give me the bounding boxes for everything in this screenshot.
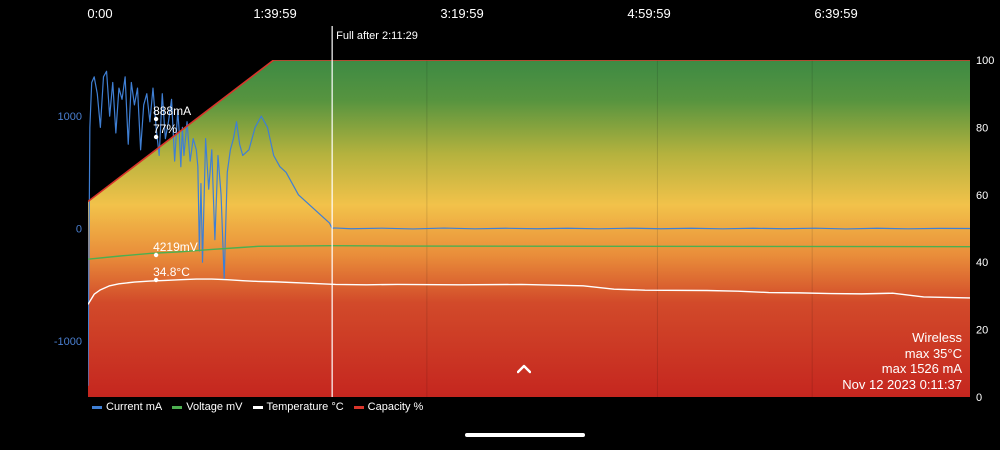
annotation-label: 888mA <box>153 104 191 118</box>
y-left-axis-ticks: 1000 0 -1000 <box>54 111 82 348</box>
legend-swatch-temperature <box>252 405 263 409</box>
legend-label-temperature: Temperature °C <box>266 401 344 413</box>
y-right-tick-label: 0 <box>976 392 982 404</box>
y-right-tick-label: 40 <box>976 257 988 269</box>
y-right-tick-label: 100 <box>976 55 994 67</box>
legend-item-current: Current mA <box>92 401 162 413</box>
annotation-dot <box>153 134 159 140</box>
charge-type: Wireless <box>912 330 962 345</box>
annotation-label: 77% <box>153 122 177 136</box>
y-right-tick-label: 60 <box>976 190 988 202</box>
annotation-label: 34.8°C <box>153 265 190 279</box>
legend-swatch-current <box>92 405 102 409</box>
expand-button[interactable] <box>513 358 535 380</box>
timestamp: Nov 12 2023 0:11:37 <box>842 376 962 392</box>
legend-item-capacity: Capacity % <box>353 401 424 413</box>
x-tick-label: 3:19:59 <box>440 6 483 21</box>
max-current: max 1526 mA <box>881 361 962 376</box>
x-tick-label: 6:39:59 <box>814 6 857 21</box>
chevron-up-icon <box>517 364 531 374</box>
y-left-tick-label: 0 <box>76 224 82 236</box>
legend-swatch-capacity <box>353 405 364 409</box>
series-line-temperature <box>88 278 970 305</box>
y-left-tick-label: -1000 <box>54 336 82 348</box>
full-marker-label: Full after 2:11:29 <box>336 30 418 42</box>
x-tick-label: 1:39:59 <box>253 6 296 21</box>
legend-label-capacity: Capacity % <box>367 401 424 413</box>
charge-info: Wireless max 35°C max 1526 mA Nov 12 202… <box>842 330 962 392</box>
y-left-tick-label: 1000 <box>58 111 82 123</box>
y-right-tick-label: 20 <box>976 325 988 337</box>
point-annotations: 888mA 77% 4219mV 34.8°C <box>153 104 198 283</box>
max-temperature: max 35°C <box>904 345 962 361</box>
full-marker: Full after 2:11:29 <box>331 26 418 397</box>
x-axis-ticks: 0:00 1:39:59 3:19:59 4:59:59 6:39:59 <box>87 6 857 21</box>
series-line-current <box>88 70 970 386</box>
annotation-label: 4219mV <box>153 240 198 254</box>
x-tick-label: 0:00 <box>87 6 112 21</box>
legend-item-temperature: Temperature °C <box>252 401 344 413</box>
y-right-axis-ticks: 100 80 60 40 20 0 <box>976 55 994 404</box>
legend-label-voltage: Voltage mV <box>186 401 243 413</box>
series-line-capacity <box>88 60 970 203</box>
legend: Current mA Voltage mV Temperature °C Cap… <box>92 401 423 413</box>
x-tick-label: 4:59:59 <box>627 6 670 21</box>
annotation-dot <box>153 252 159 258</box>
series-line-voltage <box>88 244 970 260</box>
annotation-dot <box>153 277 159 283</box>
y-right-tick-label: 80 <box>976 122 988 134</box>
legend-item-voltage: Voltage mV <box>172 401 243 413</box>
series-layer <box>88 60 970 386</box>
home-indicator[interactable] <box>465 433 585 437</box>
annotation-dot <box>153 116 159 122</box>
legend-label-current: Current mA <box>106 401 163 413</box>
legend-swatch-voltage <box>172 405 183 409</box>
